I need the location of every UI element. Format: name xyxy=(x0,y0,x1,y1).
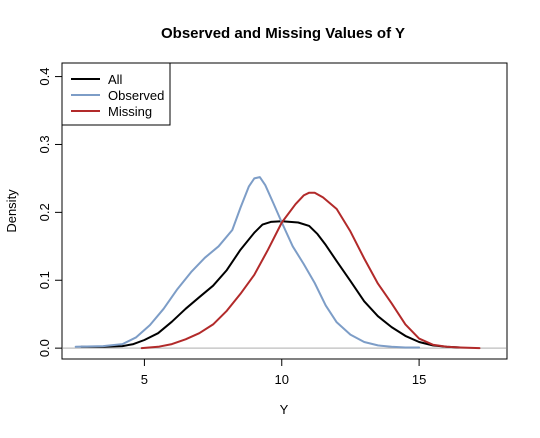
series-layer xyxy=(74,176,481,350)
y-axis-label: Density xyxy=(4,189,19,233)
x-axis: 5 10 15 xyxy=(141,358,426,387)
series-line-missing xyxy=(140,191,481,350)
y-tick-label: 0.1 xyxy=(37,271,52,289)
legend-label-observed: Observed xyxy=(108,88,164,103)
y-tick-label: 0.2 xyxy=(37,203,52,221)
x-tick-label: 10 xyxy=(275,372,289,387)
x-tick-label: 5 xyxy=(141,372,148,387)
x-axis-label: Y xyxy=(280,402,289,417)
y-axis: 0.0 0.1 0.2 0.3 0.4 xyxy=(37,68,63,357)
legend-label-missing: Missing xyxy=(108,104,152,119)
chart-title: Observed and Missing Values of Y xyxy=(161,25,405,42)
y-tick-label: 0.0 xyxy=(37,339,52,357)
series-line-observed xyxy=(74,176,421,349)
x-tick-label: 15 xyxy=(412,372,426,387)
y-tick-label: 0.3 xyxy=(37,135,52,153)
series-line-all xyxy=(80,220,462,349)
y-tick-label: 0.4 xyxy=(37,68,52,86)
legend-label-all: All xyxy=(108,72,123,87)
